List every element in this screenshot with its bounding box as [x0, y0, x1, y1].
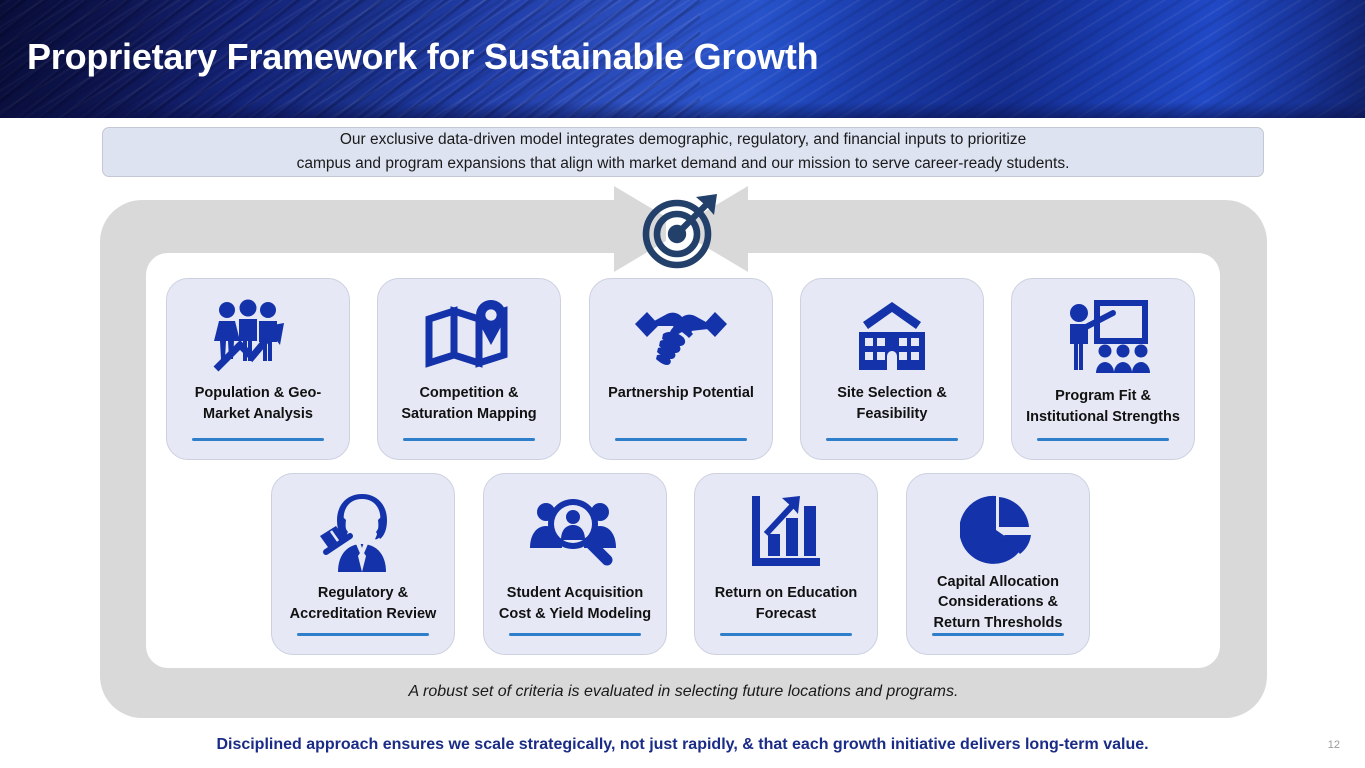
people-magnifier-icon — [484, 486, 666, 578]
card-competition-saturation-mapping[interactable]: Competition & Saturation Mapping — [377, 278, 561, 460]
header-sheen-overlay — [0, 0, 1365, 118]
card-underline — [297, 633, 429, 636]
header-banner — [0, 0, 1365, 118]
card-label: Population & Geo-Market Analysis — [194, 385, 322, 422]
card-underline — [826, 438, 958, 441]
card-label: Regulatory & Accreditation Review — [289, 585, 437, 622]
intro-line-1: Our exclusive data-driven model integrat… — [339, 131, 1027, 148]
card-label: Student Acquisition Cost & Yield Modelin… — [498, 585, 652, 622]
card-underline — [509, 633, 641, 636]
card-label: Return on Education Forecast — [714, 585, 858, 622]
page-number: 12 — [1327, 739, 1340, 751]
card-label: Competition & Saturation Mapping — [401, 385, 537, 422]
card-label: Partnership Potential — [608, 385, 754, 401]
card-return-on-education-forecast[interactable]: Return on Education Forecast — [694, 473, 878, 655]
header-bottom-shade — [0, 102, 1365, 118]
people-growth-chart-icon — [167, 291, 349, 383]
footer-takeaway-text: Disciplined approach ensures we scale st… — [216, 736, 1149, 753]
instructor-whiteboard-icon — [1012, 291, 1194, 383]
card-label: Site Selection & Feasibility — [837, 385, 947, 422]
card-underline — [192, 438, 324, 441]
card-capital-allocation-return-thresholds[interactable]: Capital Allocation Considerations & Retu… — [906, 473, 1090, 655]
card-underline — [720, 633, 852, 636]
intro-callout-box: Our exclusive data-driven model integrat… — [102, 127, 1264, 177]
framework-caption: A robust set of criteria is evaluated in… — [408, 683, 959, 700]
card-underline — [403, 438, 535, 441]
card-label: Capital Allocation Considerations & Retu… — [933, 573, 1063, 631]
card-regulatory-accreditation-review[interactable]: Regulatory & Accreditation Review — [271, 473, 455, 655]
bar-chart-growth-icon — [695, 486, 877, 578]
card-label: Program Fit & Institutional Strengths — [1026, 388, 1180, 425]
pie-chart-icon — [907, 486, 1089, 576]
card-underline — [1037, 438, 1169, 441]
intro-line-2: campus and program expansions that align… — [296, 155, 1070, 172]
school-building-icon — [801, 291, 983, 383]
card-student-acquisition-cost-yield-modeling[interactable]: Student Acquisition Cost & Yield Modelin… — [483, 473, 667, 655]
card-program-fit-institutional-strengths[interactable]: Program Fit & Institutional Strengths — [1011, 278, 1195, 460]
target-bullseye-icon — [642, 194, 717, 269]
card-underline — [615, 438, 747, 441]
page-title: Proprietary Framework for Sustainable Gr… — [27, 36, 819, 77]
judge-gavel-icon — [272, 486, 454, 578]
card-population-geo-market-analysis[interactable]: Population & Geo-Market Analysis — [166, 278, 350, 460]
card-underline — [932, 633, 1064, 636]
card-site-selection-feasibility[interactable]: Site Selection & Feasibility — [800, 278, 984, 460]
handshake-icon — [590, 291, 772, 383]
card-partnership-potential[interactable]: Partnership Potential — [589, 278, 773, 460]
map-pin-icon — [378, 291, 560, 383]
